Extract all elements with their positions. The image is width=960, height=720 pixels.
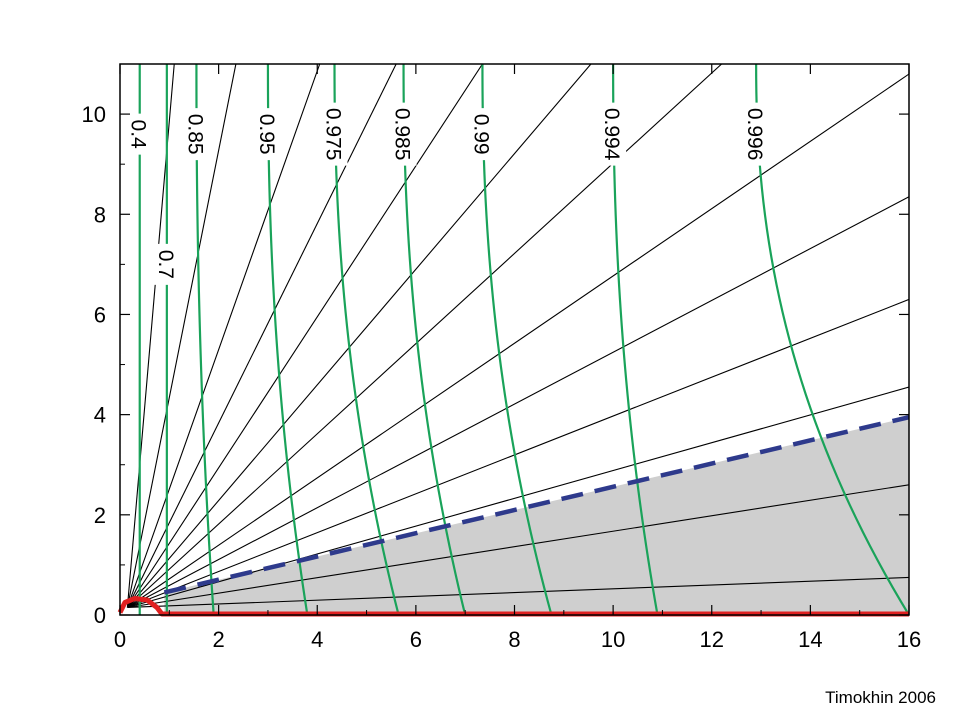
shaded-region [164,417,909,614]
contour-label-gap-3 [254,108,281,161]
red-line [117,595,909,617]
contour-labels: 0.4 0.7 0.85 0.95 0.975 0.985 0.99 0.994 0.996 [126,102,770,285]
field-line-9 [127,298,909,608]
contour-label-4: 0.975 [322,108,345,161]
dashed-line [163,414,909,595]
x-tick-label-8: 16 [897,627,921,652]
contour-label-group-1: 0.7 [153,243,180,285]
field-line-1 [126,64,237,608]
field-line-8 [127,196,909,608]
dashed-boundary [163,414,909,595]
contour-label-3: 0.95 [255,114,278,155]
contour-label-5: 0.985 [391,108,414,161]
field-line-12 [127,576,909,609]
field-line-3 [126,64,397,608]
contour-label-group-3: 0.95 [254,108,281,161]
contour-label-group-6: 0.99 [469,108,496,161]
field-line-11 [127,484,909,609]
y-tick-label-4: 8 [94,202,106,227]
contour-label-gap-2 [183,108,210,161]
field-line-10 [127,386,909,609]
field-line-4 [126,64,483,608]
contour-label-group-2: 0.85 [183,108,210,161]
contour-label-2: 0.85 [183,114,206,155]
contour-label-0: 0.4 [127,120,150,150]
contour-label-1: 0.7 [154,250,177,279]
x-tick-label-1: 2 [213,627,225,652]
contour-label-gap-7 [600,102,627,166]
contour-label-gap-1 [153,243,180,285]
contour-label-group-4: 0.975 [321,102,348,166]
contour-label-group-0: 0.4 [126,113,153,155]
red-boundary [117,595,909,617]
y-tick-label-5: 10 [82,102,106,127]
field-line-7 [127,73,909,608]
x-tick-label-6: 12 [700,627,724,652]
x-tick-label-4: 8 [508,627,520,652]
contour-label-gap-6 [469,108,496,161]
y-tick-label-1: 2 [94,503,106,528]
x-tick-label-0: 0 [114,627,126,652]
credit-text: Timokhin 2006 [825,688,936,707]
shaded-area [164,417,909,614]
x-tick-label-3: 6 [410,627,422,652]
x-tick-label-7: 14 [798,627,822,652]
contour-label-group-5: 0.985 [390,102,417,166]
y-tick-label-3: 6 [94,302,106,327]
contour-label-gap-0 [126,113,153,155]
field-line-2 [126,64,321,608]
field-lines [126,64,909,609]
contour-label-gap-5 [390,102,417,166]
contour-label-7: 0.994 [600,108,623,161]
contour-label-group-7: 0.994 [600,102,627,166]
field-line-5 [126,64,592,608]
y-tick-label-0: 0 [94,603,106,628]
axis-ticks: 0 2 4 6 8 10 12 14 16 0 2 4 6 8 10 [82,64,921,652]
contour-label-gap-8 [743,102,770,166]
y-tick-label-2: 4 [94,403,106,428]
x-tick-label-2: 4 [311,627,323,652]
contour-label-8: 0.996 [743,108,766,161]
contour-label-gap-4 [321,102,348,166]
contour-label-group-8: 0.996 [743,102,770,166]
contour-label-6: 0.99 [469,114,492,155]
x-tick-label-5: 10 [601,627,625,652]
